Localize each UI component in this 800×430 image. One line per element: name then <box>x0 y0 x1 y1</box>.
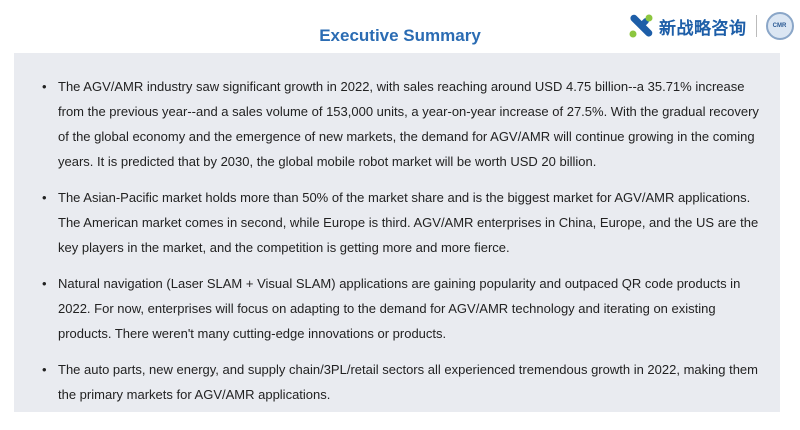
list-item: • Natural navigation (Laser SLAM + Visual… <box>42 271 767 346</box>
list-item: • The auto parts, new energy, and supply … <box>42 357 767 407</box>
logo-mark-icon <box>628 13 654 39</box>
bullet-text: The Asian-Pacific market holds more than… <box>58 190 759 255</box>
summary-list: • The AGV/AMR industry saw significant gr… <box>42 74 767 418</box>
list-item: • The AGV/AMR industry saw significant gr… <box>42 74 767 174</box>
bullet-icon: • <box>42 362 47 377</box>
logo-text: 新战略咨询 <box>659 18 747 39</box>
seal-text: CMR <box>772 23 787 29</box>
list-item: • The Asian-Pacific market holds more tha… <box>42 185 767 260</box>
bullet-text: The AGV/AMR industry saw significant gro… <box>58 79 759 169</box>
bullet-icon: • <box>42 276 47 291</box>
company-logo: 新战略咨询 CMR <box>628 12 794 40</box>
page-title: Executive Summary <box>319 26 481 45</box>
seal-icon: CMR <box>765 12 794 40</box>
bullet-text: Natural navigation (Laser SLAM + Visual … <box>58 276 741 341</box>
summary-panel: • The AGV/AMR industry saw significant gr… <box>14 53 780 412</box>
bullet-text: The auto parts, new energy, and supply c… <box>58 362 758 402</box>
logo-divider <box>755 15 757 37</box>
bullet-icon: • <box>42 79 47 94</box>
bullet-icon: • <box>42 190 47 205</box>
